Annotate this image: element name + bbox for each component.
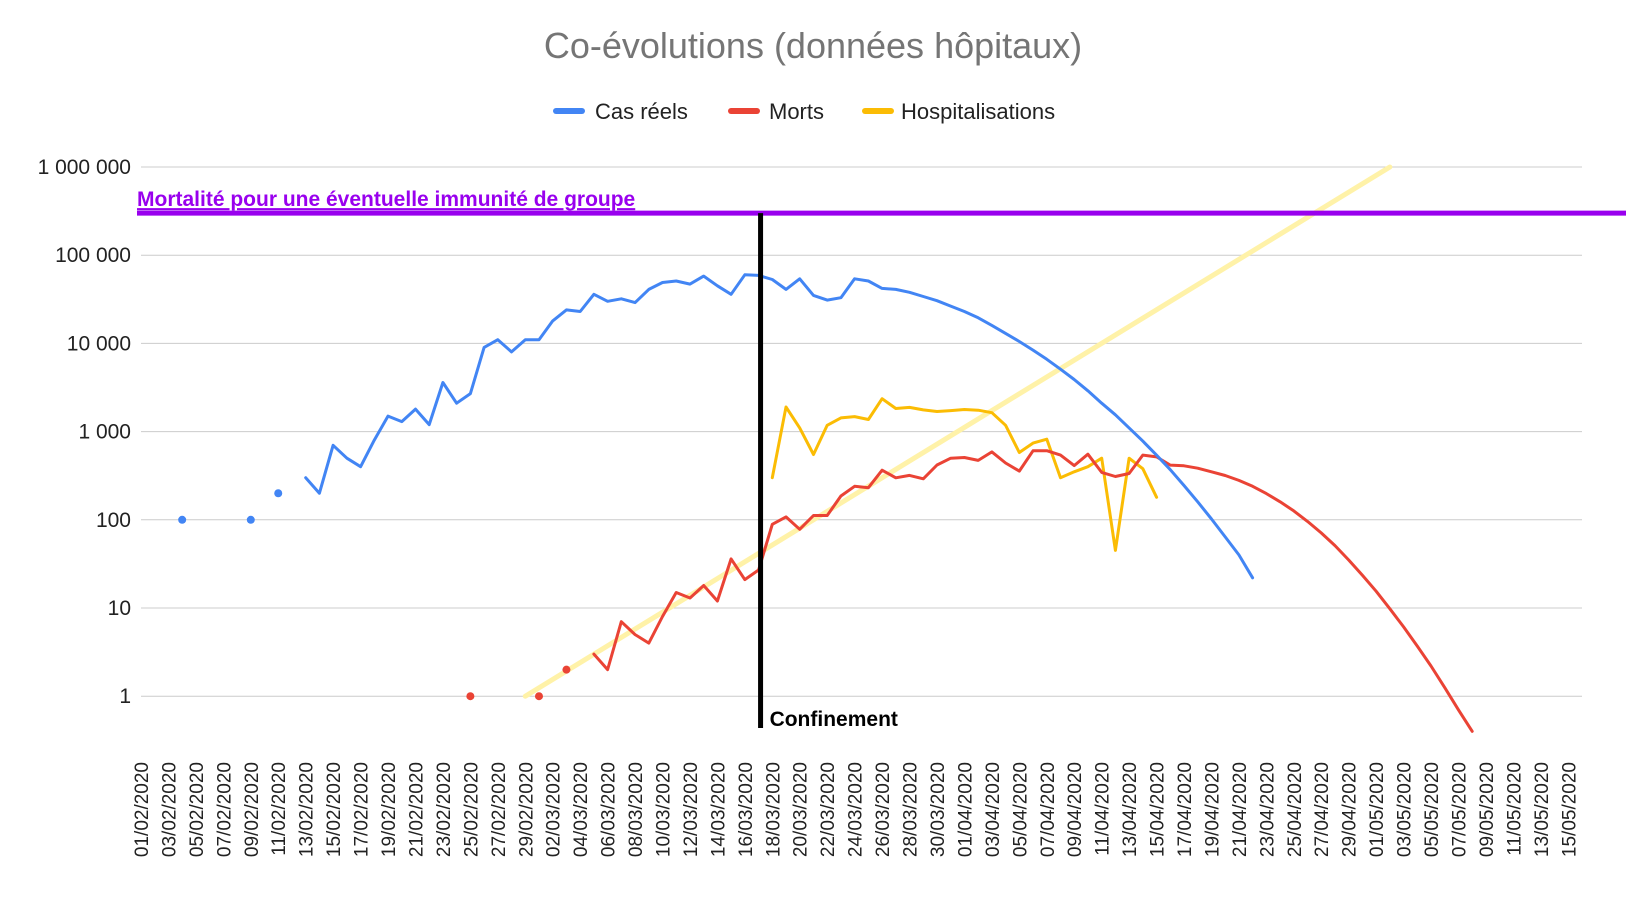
x-tick-label: 30/03/2020: [928, 762, 949, 857]
data-point-morts: [466, 692, 475, 701]
x-tick-label: 09/04/2020: [1065, 762, 1086, 857]
data-point-morts: [534, 692, 543, 701]
confinement-label: Confinement: [770, 708, 898, 731]
y-tick-label: 100 000: [55, 244, 131, 267]
legend: Cas réels Morts Hospitalisations: [553, 99, 1055, 124]
x-tick-label: 20/03/2020: [791, 762, 812, 857]
x-tick-label: 07/05/2020: [1449, 762, 1470, 857]
x-tick-label: 25/04/2020: [1285, 762, 1306, 857]
data-point-morts: [562, 665, 571, 674]
x-tick-label: 13/04/2020: [1120, 762, 1141, 857]
series-line-cas-reels: [304, 273, 1255, 580]
threshold-label: Mortalité pour une éventuelle immunité d…: [137, 188, 635, 211]
x-tick-label: 08/03/2020: [626, 762, 647, 857]
x-tick-label: 01/05/2020: [1367, 762, 1388, 857]
x-tick-label: 07/02/2020: [214, 762, 235, 857]
x-tick-label: 21/02/2020: [406, 762, 427, 857]
x-tick-label: 03/02/2020: [159, 762, 180, 857]
x-tick-label: 23/02/2020: [434, 762, 455, 857]
x-tick-label: 01/02/2020: [132, 762, 153, 857]
x-tick-label: 07/04/2020: [1038, 762, 1059, 857]
x-tick-label: 15/04/2020: [1148, 762, 1169, 857]
x-tick-label: 15/02/2020: [324, 762, 345, 857]
x-tick-label: 29/02/2020: [516, 762, 537, 857]
x-tick-label: 02/03/2020: [544, 762, 565, 857]
y-tick-label: 1: [119, 685, 131, 708]
y-tick-label: 1 000 000: [38, 156, 131, 179]
x-tick-label: 19/02/2020: [379, 762, 400, 857]
x-tick-label: 22/03/2020: [818, 762, 839, 857]
data-point-cas-reels: [274, 489, 283, 498]
trend-line-group: [522, 164, 1393, 699]
x-tick-label: 24/03/2020: [846, 762, 867, 857]
x-tick-label: 13/05/2020: [1532, 762, 1553, 857]
x-tick-label: 05/02/2020: [187, 762, 208, 857]
x-tick-label: 26/03/2020: [873, 762, 894, 857]
legend-label-cas-reels: Cas réels: [595, 99, 688, 124]
x-tick-label: 21/04/2020: [1230, 762, 1251, 857]
overlay-group: Mortalité pour une éventuelle immunité d…: [137, 188, 1626, 731]
x-tick-label: 04/03/2020: [571, 762, 592, 857]
x-tick-label: 17/04/2020: [1175, 762, 1196, 857]
trend-line: [522, 164, 1393, 699]
x-tick-label: 27/04/2020: [1312, 762, 1333, 857]
legend-label-hospitalisations: Hospitalisations: [901, 99, 1055, 124]
x-tick-label: 13/02/2020: [297, 762, 318, 857]
y-tick-label: 10 000: [67, 332, 131, 355]
x-tick-label: 11/02/2020: [269, 762, 290, 856]
x-tick-label: 09/02/2020: [242, 762, 263, 857]
x-tick-label: 14/03/2020: [708, 762, 729, 857]
gridlines: [141, 166, 1582, 697]
x-tick-label: 23/04/2020: [1257, 762, 1278, 857]
x-tick-label: 27/02/2020: [489, 762, 510, 857]
series-group: [178, 273, 1474, 733]
x-tick-label: 03/04/2020: [983, 762, 1004, 857]
data-point-cas-reels: [178, 515, 187, 524]
x-tick-label: 29/04/2020: [1340, 762, 1361, 857]
chart-title: Co-évolutions (données hôpitaux): [544, 25, 1082, 66]
y-tick-label: 10: [108, 597, 131, 620]
y-tick-label: 100: [96, 509, 131, 532]
x-tick-label: 28/03/2020: [901, 762, 922, 857]
legend-label-morts: Morts: [769, 99, 824, 124]
x-tick-label: 06/03/2020: [599, 762, 620, 857]
x-tick-label: 18/03/2020: [763, 762, 784, 857]
data-point-cas-reels: [246, 515, 255, 524]
x-axis-ticks: 01/02/2020 03/02/2020 05/02/2020 07/02/2020…: [132, 762, 1580, 857]
x-tick-label: 09/05/2020: [1477, 762, 1498, 857]
x-tick-label: 05/05/2020: [1422, 762, 1443, 857]
x-tick-label: 16/03/2020: [736, 762, 757, 857]
x-tick-label: 10/03/2020: [654, 762, 675, 857]
x-tick-label: 11/04/2020: [1093, 762, 1114, 856]
x-tick-label: 11/05/2020: [1504, 762, 1525, 856]
x-tick-label: 03/05/2020: [1395, 762, 1416, 857]
y-tick-label: 1 000: [78, 421, 131, 444]
x-tick-label: 05/04/2020: [1010, 762, 1031, 857]
x-tick-label: 12/03/2020: [681, 762, 702, 857]
x-tick-label: 15/05/2020: [1559, 762, 1580, 857]
x-tick-label: 25/02/2020: [461, 762, 482, 857]
series-line-morts: [592, 449, 1474, 733]
y-axis-ticks: 1 10 100 1 000 10 000 100 000 1 000 000: [38, 156, 131, 708]
series-line-hospitalisations: [770, 397, 1159, 552]
x-tick-label: 19/04/2020: [1202, 762, 1223, 857]
x-tick-label: 01/04/2020: [955, 762, 976, 857]
x-tick-label: 17/02/2020: [352, 762, 373, 857]
